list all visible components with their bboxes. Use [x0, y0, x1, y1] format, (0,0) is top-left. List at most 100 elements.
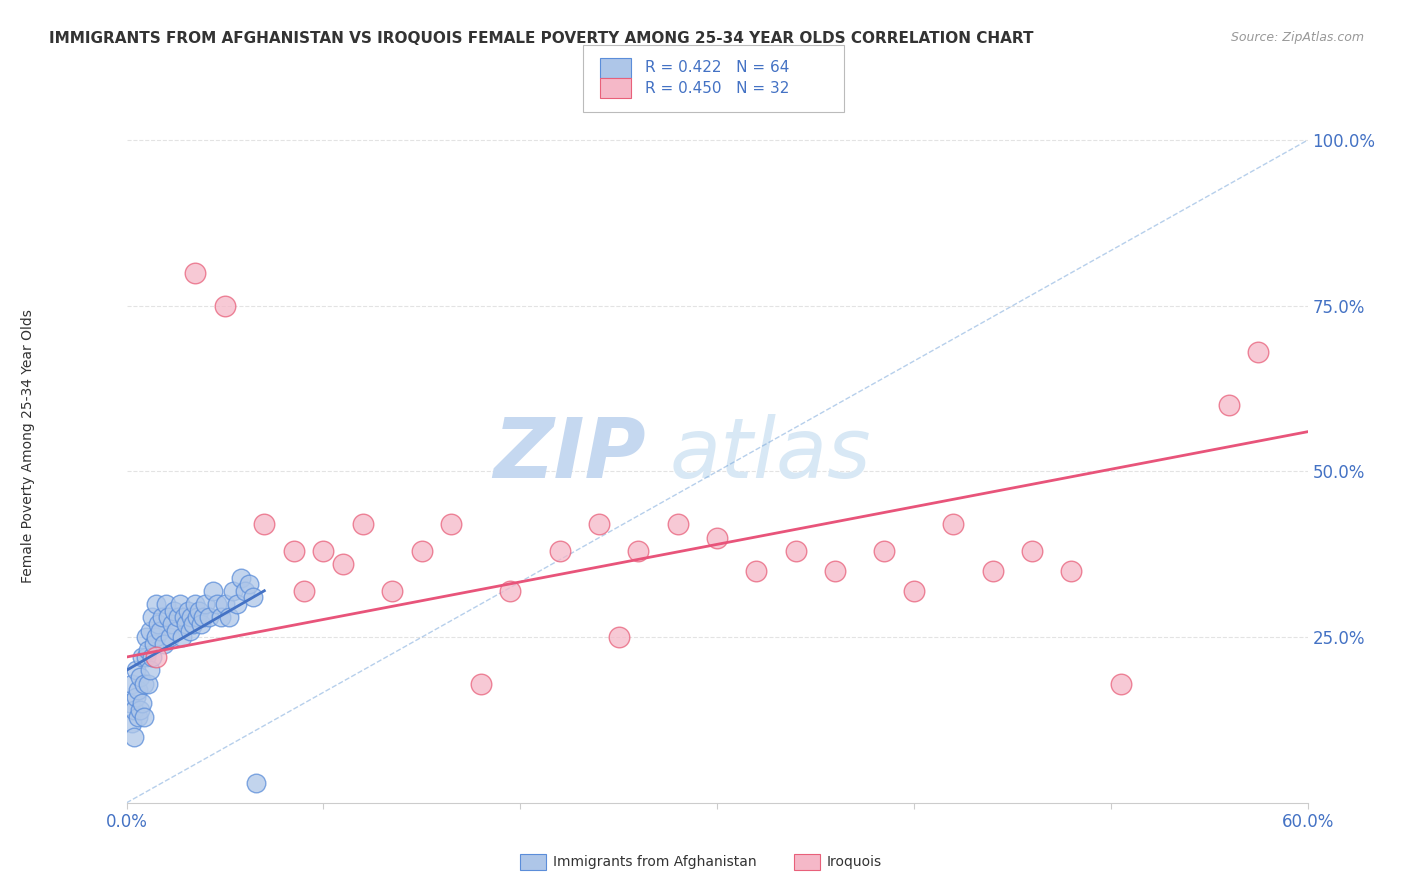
Point	[903, 583, 925, 598]
Point	[134, 709, 156, 723]
Point	[136, 676, 159, 690]
Point	[186, 610, 208, 624]
Point	[209, 610, 232, 624]
Text: atlas: atlas	[669, 415, 872, 495]
Text: Iroquois: Iroquois	[827, 855, 882, 869]
Point	[169, 597, 191, 611]
Point	[548, 544, 571, 558]
Point	[202, 583, 225, 598]
Point	[332, 558, 354, 572]
Point	[1218, 398, 1240, 412]
Point	[163, 604, 186, 618]
Point	[145, 597, 167, 611]
Point	[174, 616, 197, 631]
Point	[160, 616, 183, 631]
Point	[873, 544, 896, 558]
Point	[173, 610, 195, 624]
Text: Source: ZipAtlas.com: Source: ZipAtlas.com	[1230, 31, 1364, 45]
Point	[165, 624, 187, 638]
Point	[440, 517, 463, 532]
Point	[145, 630, 167, 644]
Point	[166, 610, 188, 624]
Point	[121, 676, 143, 690]
Point	[245, 776, 267, 790]
Point	[156, 610, 179, 624]
Point	[205, 597, 228, 611]
Point	[129, 703, 152, 717]
Point	[706, 531, 728, 545]
Point	[135, 630, 157, 644]
Point	[125, 690, 148, 704]
Point	[242, 591, 264, 605]
Point	[229, 570, 252, 584]
Point	[179, 624, 201, 638]
Point	[745, 564, 768, 578]
Text: IMMIGRANTS FROM AFGHANISTAN VS IROQUOIS FEMALE POVERTY AMONG 25-34 YEAR OLDS COR: IMMIGRANTS FROM AFGHANISTAN VS IROQUOIS …	[49, 31, 1033, 46]
Point	[127, 709, 149, 723]
Point	[146, 616, 169, 631]
Point	[411, 544, 433, 558]
Point	[198, 610, 221, 624]
Point	[666, 517, 689, 532]
Point	[218, 610, 240, 624]
Point	[139, 663, 162, 677]
Point	[141, 610, 163, 624]
Point	[131, 697, 153, 711]
Point	[183, 616, 205, 631]
Point	[607, 630, 630, 644]
Point	[1109, 676, 1132, 690]
Point	[193, 610, 215, 624]
Point	[120, 697, 142, 711]
Point	[253, 517, 276, 532]
Point	[121, 716, 143, 731]
Point	[134, 676, 156, 690]
Point	[159, 630, 181, 644]
Point	[180, 610, 202, 624]
Point	[381, 583, 404, 598]
Point	[283, 544, 305, 558]
Point	[222, 583, 245, 598]
Point	[824, 564, 846, 578]
Point	[188, 604, 211, 618]
Point	[136, 643, 159, 657]
Point	[1021, 544, 1043, 558]
Point	[981, 564, 1004, 578]
Point	[129, 670, 152, 684]
Point	[1060, 564, 1083, 578]
Point	[225, 597, 247, 611]
Point	[942, 517, 965, 532]
Point	[588, 517, 610, 532]
Point	[312, 544, 335, 558]
Text: ZIP: ZIP	[494, 415, 647, 495]
Point	[124, 703, 146, 717]
Text: Immigrants from Afghanistan: Immigrants from Afghanistan	[553, 855, 756, 869]
Point	[184, 597, 207, 611]
Point	[194, 597, 217, 611]
Point	[143, 637, 166, 651]
Point	[139, 624, 162, 638]
Point	[125, 663, 148, 677]
Point	[190, 616, 212, 631]
Text: R = 0.450   N = 32: R = 0.450 N = 32	[645, 81, 790, 95]
Point	[176, 604, 198, 618]
Point	[214, 597, 236, 611]
Point	[150, 610, 173, 624]
Point	[145, 650, 167, 665]
Point	[149, 624, 172, 638]
Text: Female Poverty Among 25-34 Year Olds: Female Poverty Among 25-34 Year Olds	[21, 309, 35, 583]
Point	[292, 583, 315, 598]
Point	[238, 577, 260, 591]
Point	[141, 650, 163, 665]
Point	[127, 683, 149, 698]
Point	[153, 637, 176, 651]
Point	[233, 583, 256, 598]
Point	[499, 583, 522, 598]
Text: R = 0.422   N = 64: R = 0.422 N = 64	[645, 61, 790, 75]
Point	[124, 730, 146, 744]
Point	[352, 517, 374, 532]
Point	[214, 299, 236, 313]
Point	[627, 544, 650, 558]
Point	[1247, 345, 1270, 359]
Point	[170, 630, 193, 644]
Point	[184, 266, 207, 280]
